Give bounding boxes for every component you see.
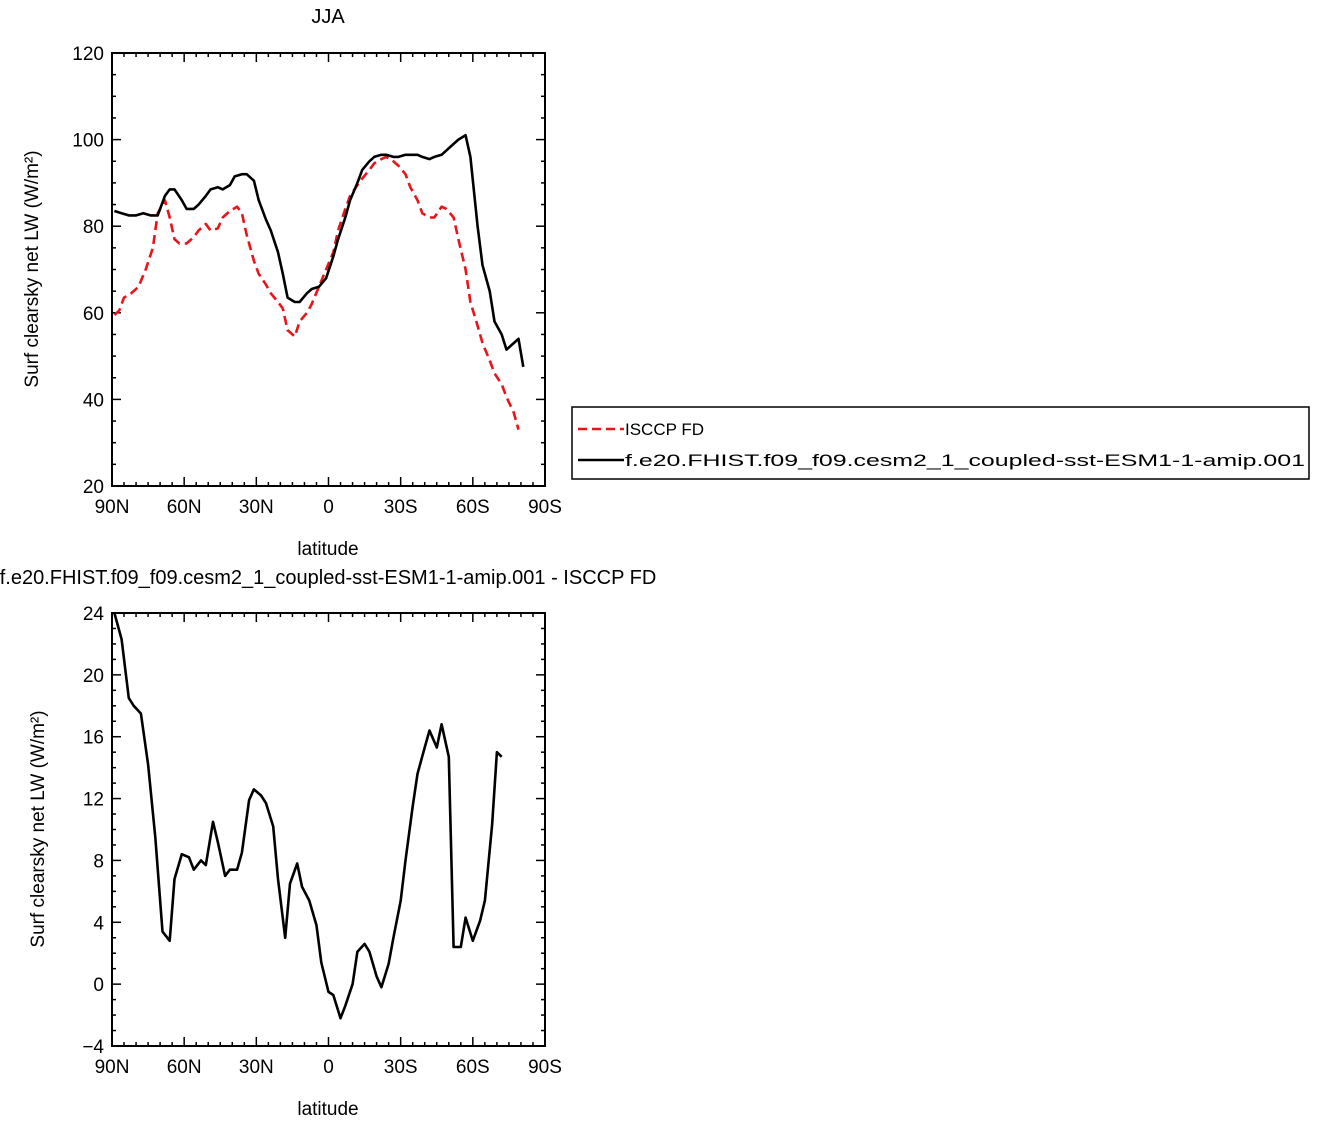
chart-title-difference: f.e20.FHIST.f09_f09.cesm2_1_coupled-sst-… [0,567,656,589]
chart-jja: JJA 90N 60N 30N 0 30S 60S 90S 20 40 60 80 100 120 la… [22,6,562,560]
x-tick-label: 60S [456,497,490,518]
chart-difference: f.e20.FHIST.f09_f09.cesm2_1_coupled-sst-… [0,567,656,1120]
legend: ISCCP FD f.e20.FHIST.f09_f09.cesm2_1_cou… [571,406,1310,480]
series-group [113,134,525,431]
y-axis-label: Surf clearsky net LW (W/m²) [22,150,43,387]
plot-frame [111,52,546,487]
x-tick-label: 60S [456,1057,490,1078]
x-tick-label: 30N [239,1057,274,1078]
x-tick-label: 30S [384,1057,418,1078]
y-tick-label: 12 [83,790,104,811]
x-tick-label: 60N [167,1057,202,1078]
y-tick-label: 4 [93,913,104,934]
x-axis-label: latitude [297,539,358,560]
x-tick-label: 30S [384,497,418,518]
y-tick-label: 20 [83,477,104,498]
x-tick-label: 90N [95,1057,130,1078]
y-tick-label: 24 [83,604,105,625]
series-line-0 [113,612,503,1020]
chart-title: JJA [311,6,345,28]
x-tick-label: 30N [239,497,274,518]
legend-label-isccp: ISCCP FD [625,420,704,439]
y-axis-label: Surf clearsky net LW (W/m²) [28,710,49,947]
x-tick-label: 0 [323,1057,334,1078]
y-tick-label: −4 [82,1037,104,1058]
axis-ticks: 90N 60N 30N 0 30S 60S 90S −4 0 4 8 12 16 20 24 [82,604,562,1078]
y-tick-label: 60 [83,304,104,325]
axis-ticks: 90N 60N 30N 0 30S 60S 90S 20 40 60 80 100 120 [72,44,562,518]
y-tick-label: 40 [83,390,104,411]
legend-label-model: f.e20.FHIST.f09_f09.cesm2_1_coupled-sst-… [625,451,1305,470]
x-axis-label: latitude [297,1099,358,1120]
series-line-0 [113,155,520,431]
y-tick-label: 0 [93,975,104,996]
y-tick-label: 20 [83,666,104,687]
y-tick-label: 100 [72,131,104,152]
x-tick-label: 0 [323,497,334,518]
legend-box [571,406,1310,480]
y-tick-label: 8 [93,851,104,872]
y-tick-label: 80 [83,217,104,238]
x-tick-label: 90N [95,497,130,518]
x-tick-label: 90S [528,497,562,518]
series-group [113,612,503,1020]
y-tick-label: 16 [83,728,104,749]
x-tick-label: 90S [528,1057,562,1078]
x-tick-label: 60N [167,497,202,518]
series-line-1 [114,134,525,368]
y-tick-label: 120 [72,44,104,65]
plot-frame [111,612,546,1047]
